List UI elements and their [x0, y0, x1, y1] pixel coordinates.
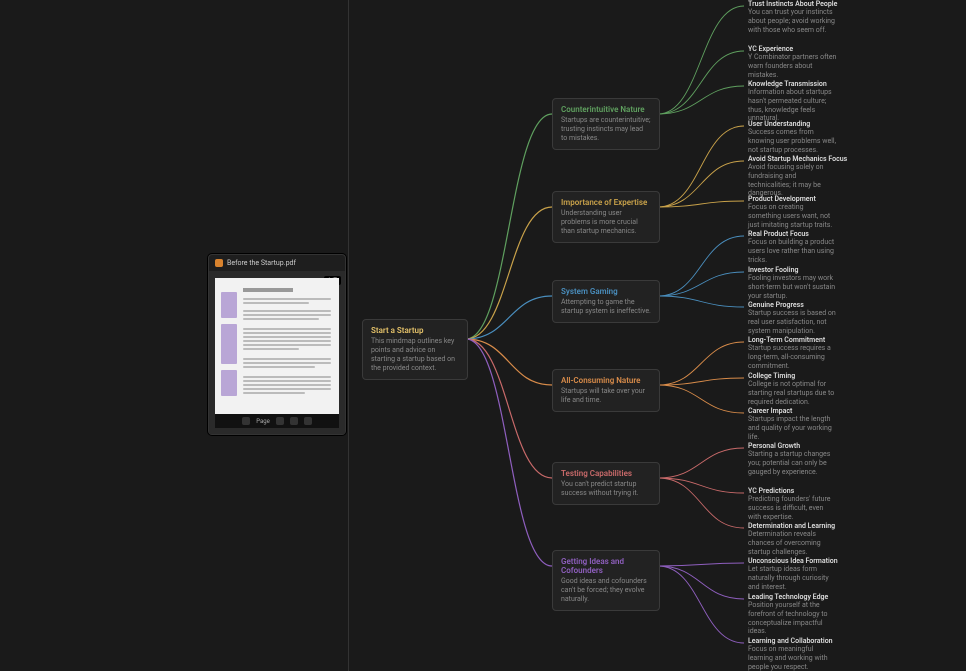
node-desc: College is not optimal for starting real… — [748, 380, 838, 406]
node-title: Learning and Collaboration — [748, 637, 838, 645]
node-title: Determination and Learning — [748, 522, 838, 530]
leaf-node-3[interactable]: User UnderstandingSuccess comes from kno… — [748, 120, 838, 154]
pdf-zoom-in-icon[interactable] — [304, 417, 312, 425]
leaf-node-17[interactable]: Learning and CollaborationFocus on meani… — [748, 637, 838, 671]
node-desc: Good ideas and cofounders can't be force… — [561, 577, 651, 604]
leaf-node-12[interactable]: Personal GrowthStarting a startup change… — [748, 442, 838, 476]
pdf-page-thumbnail[interactable] — [215, 278, 339, 414]
node-title: Long-Term Commitment — [748, 336, 838, 344]
node-title: Personal Growth — [748, 442, 838, 450]
leaf-node-7[interactable]: Investor FoolingFooling investors may wo… — [748, 266, 838, 300]
node-desc: Startups will take over your life and ti… — [561, 387, 651, 405]
node-desc: You can trust your instincts about peopl… — [748, 8, 838, 34]
leaf-node-14[interactable]: Determination and LearningDetermination … — [748, 522, 838, 556]
node-desc: Focus on meaningful learning and working… — [748, 645, 838, 671]
node-title: Investor Fooling — [748, 266, 838, 274]
node-desc: Predicting founders' future success is d… — [748, 495, 838, 521]
node-desc: Startup success requires a long-term, al… — [748, 344, 838, 370]
node-title: Getting Ideas and Cofounders — [561, 557, 651, 575]
node-desc: Y Combinator partners often warn founder… — [748, 53, 838, 79]
pdf-icon — [215, 259, 223, 267]
node-title: YC Experience — [748, 45, 838, 53]
node-title: Real Product Focus — [748, 230, 838, 238]
branch-node-tc[interactable]: Testing Capabilities You can't predict st… — [552, 462, 660, 505]
node-title: System Gaming — [561, 287, 651, 296]
mindmap-stage: { "colors": { "root": "#e6c36a", "l1": [… — [0, 0, 966, 671]
leaf-node-8[interactable]: Genuine ProgressStartup success is based… — [748, 301, 838, 335]
node-desc: Information about startups hasn't permea… — [748, 88, 838, 123]
leaf-node-0[interactable]: Trust Instincts About PeopleYou can trus… — [748, 0, 838, 34]
node-title: Knowledge Transmission — [748, 80, 838, 88]
pdf-body: 1/7 Page — [209, 272, 345, 434]
leaf-node-16[interactable]: Leading Technology EdgePosition yourself… — [748, 593, 838, 636]
node-desc: Let startup ideas form naturally through… — [748, 565, 838, 591]
leaf-node-2[interactable]: Knowledge TransmissionInformation about … — [748, 80, 838, 123]
root-node[interactable]: Start a Startup This mindmap outlines key… — [362, 319, 468, 380]
node-desc: Determination reveals chances of overcom… — [748, 530, 838, 556]
node-title: Start a Startup — [371, 326, 459, 335]
node-title: Counterintuitive Nature — [561, 105, 651, 114]
node-title: Testing Capabilities — [561, 469, 651, 478]
node-title: Career Impact — [748, 407, 838, 415]
pdf-zoom-out-icon[interactable] — [290, 417, 298, 425]
node-desc: Avoid focusing solely on fundraising and… — [748, 163, 838, 198]
leaf-node-10[interactable]: College TimingCollege is not optimal for… — [748, 372, 838, 406]
leaf-node-9[interactable]: Long-Term CommitmentStartup success requ… — [748, 336, 838, 370]
node-desc: Focus on building a product users love r… — [748, 238, 838, 264]
sidebar-divider — [348, 0, 349, 671]
node-desc: Attempting to game the startup system is… — [561, 298, 651, 316]
branch-node-ie[interactable]: Importance of Expertise Understanding use… — [552, 191, 660, 243]
node-desc: You can't predict startup success withou… — [561, 480, 651, 498]
node-title: Avoid Startup Mechanics Focus — [748, 155, 847, 163]
pdf-header: Before the Startup.pdf — [209, 255, 345, 272]
branch-node-gi[interactable]: Getting Ideas and Cofounders Good ideas a… — [552, 550, 660, 611]
node-title: Importance of Expertise — [561, 198, 651, 207]
node-title: Product Development — [748, 195, 838, 203]
node-title: Trust Instincts About People — [748, 0, 838, 8]
pdf-prev-icon[interactable] — [242, 417, 250, 425]
leaf-node-13[interactable]: YC PredictionsPredicting founders' futur… — [748, 487, 838, 521]
pdf-toolbar[interactable]: Page — [215, 414, 339, 428]
pdf-next-icon[interactable] — [276, 417, 284, 425]
node-title: Unconscious Idea Formation — [748, 557, 838, 565]
node-title: All-Consuming Nature — [561, 376, 651, 385]
pdf-preview-card[interactable]: Before the Startup.pdf 1/7 Page — [208, 254, 346, 435]
node-title: Leading Technology Edge — [748, 593, 838, 601]
leaf-node-1[interactable]: YC ExperienceY Combinator partners often… — [748, 45, 838, 79]
node-desc: Startups are counterintuitive; trusting … — [561, 116, 651, 143]
leaf-node-6[interactable]: Real Product FocusFocus on building a pr… — [748, 230, 838, 264]
node-desc: Fooling investors may work short-term bu… — [748, 274, 838, 300]
branch-node-ac[interactable]: All-Consuming Nature Startups will take o… — [552, 369, 660, 412]
node-title: YC Predictions — [748, 487, 838, 495]
node-desc: Startups impact the length and quality o… — [748, 415, 838, 441]
node-title: Genuine Progress — [748, 301, 838, 309]
node-desc: Startup success is based on real user sa… — [748, 309, 838, 335]
leaf-node-5[interactable]: Product DevelopmentFocus on creating som… — [748, 195, 838, 229]
node-desc: Position yourself at the forefront of te… — [748, 601, 838, 636]
pdf-filename: Before the Startup.pdf — [227, 259, 296, 267]
pdf-toolbar-page-label: Page — [256, 418, 270, 425]
branch-node-ci[interactable]: Counterintuitive Nature Startups are coun… — [552, 98, 660, 150]
leaf-node-4[interactable]: Avoid Startup Mechanics FocusAvoid focus… — [748, 155, 847, 198]
node-desc: This mindmap outlines key points and adv… — [371, 337, 459, 373]
node-desc: Understanding user problems is more cruc… — [561, 209, 651, 236]
node-desc: Success comes from knowing user problems… — [748, 128, 838, 154]
node-title: User Understanding — [748, 120, 838, 128]
branch-node-sg[interactable]: System Gaming Attempting to game the star… — [552, 280, 660, 323]
node-desc: Starting a startup changes you; potentia… — [748, 450, 838, 476]
node-desc: Focus on creating something users want, … — [748, 203, 838, 229]
leaf-node-11[interactable]: Career ImpactStartups impact the length … — [748, 407, 838, 441]
node-title: College Timing — [748, 372, 838, 380]
leaf-node-15[interactable]: Unconscious Idea FormationLet startup id… — [748, 557, 838, 591]
